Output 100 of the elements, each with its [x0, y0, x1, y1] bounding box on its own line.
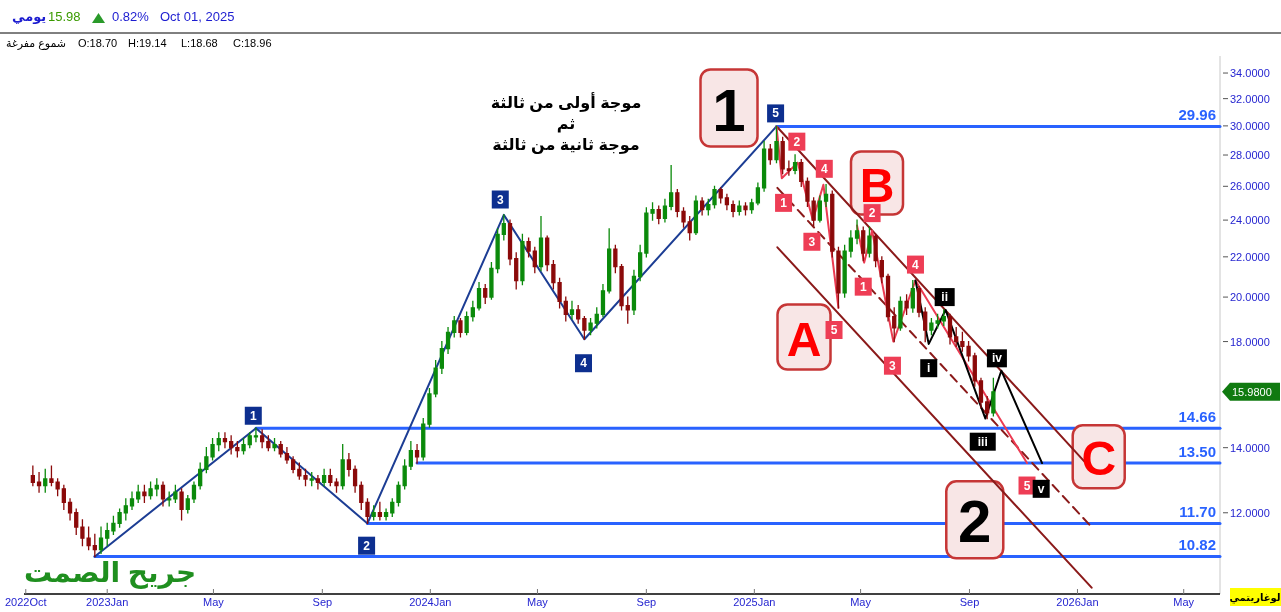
text: H:19.14	[128, 37, 167, 49]
candlestick	[445, 327, 451, 355]
candlestick	[526, 237, 531, 258]
candlestick	[408, 441, 414, 470]
candlestick	[241, 438, 246, 455]
candlestick	[836, 246, 841, 309]
candlestick	[774, 125, 779, 164]
candlestick	[452, 315, 457, 338]
candlestick	[730, 200, 736, 218]
annotation: ii	[941, 290, 949, 305]
candlestick	[755, 182, 761, 206]
candlestick	[284, 447, 290, 464]
candlestick	[98, 526, 104, 555]
text: 15.98	[48, 9, 81, 24]
candlestick	[563, 296, 568, 322]
annotation: A	[786, 312, 822, 366]
y-tick-label: 20.0000	[1230, 291, 1270, 304]
candlestick	[167, 491, 172, 507]
candlestick	[303, 468, 308, 487]
candlestick	[129, 491, 135, 510]
text: يومي	[12, 9, 47, 24]
candlestick	[371, 505, 376, 521]
candlestick	[786, 160, 792, 176]
text: 0.82%	[112, 9, 150, 24]
candlestick	[985, 395, 990, 420]
annotation: C	[1081, 432, 1117, 486]
candlestick	[978, 377, 984, 409]
y-tick-label: 12.0000	[1230, 506, 1270, 519]
candlestick	[315, 475, 321, 490]
candlestick	[136, 484, 141, 503]
y-tick-label: 18.0000	[1230, 335, 1270, 348]
candlestick	[483, 283, 488, 305]
data-label: 11.70	[1179, 503, 1216, 521]
text: L:18.68	[181, 37, 218, 49]
candlestick	[817, 195, 823, 223]
candlestick	[185, 494, 190, 514]
candlestick	[501, 214, 506, 241]
candlestick	[191, 481, 197, 503]
candlestick	[334, 478, 339, 493]
annotation: v	[1037, 481, 1045, 496]
text: C:18.96	[233, 37, 272, 49]
x-tick-label: Sep	[636, 596, 657, 608]
candlestick	[848, 230, 853, 258]
candlestick	[383, 508, 389, 521]
candlestick	[576, 304, 581, 324]
candlestick	[328, 468, 333, 487]
text: O:18.70	[78, 37, 118, 49]
candlestick	[706, 198, 711, 216]
candlestick	[427, 388, 432, 428]
annotation: 2	[958, 488, 992, 556]
candlestick	[179, 488, 184, 521]
candlestick	[309, 471, 314, 487]
candlestick	[266, 435, 271, 452]
candlestick	[625, 296, 630, 324]
candlestick	[842, 244, 847, 298]
data-label: 13.50	[1178, 443, 1216, 461]
candlestick	[160, 481, 166, 507]
annotation: 5	[772, 106, 780, 121]
y-tick-label: 26.0000	[1230, 180, 1270, 193]
candlestick	[743, 202, 748, 216]
annotation: 3	[808, 234, 816, 249]
annotation: 1	[249, 408, 257, 423]
data-label: 29.96	[1178, 106, 1216, 124]
candlestick	[898, 296, 903, 331]
x-tick-label: May	[527, 596, 549, 608]
candlestick	[947, 313, 953, 345]
candlestick	[805, 177, 810, 207]
candlestick	[638, 244, 643, 282]
y-tick-label: 34.0000	[1230, 67, 1270, 80]
text: 15.9800	[1232, 385, 1272, 398]
x-tick-label: May	[1173, 596, 1195, 608]
candlestick	[414, 444, 420, 464]
data-label: 14.66	[1178, 408, 1216, 426]
y-tick-label: 22.0000	[1230, 250, 1270, 263]
candlestick	[718, 187, 723, 204]
annotation: 4	[820, 161, 828, 176]
candlestick	[662, 198, 668, 223]
candlestick	[538, 215, 544, 272]
annotation: iii	[977, 434, 988, 449]
annotation: 1	[859, 279, 867, 294]
candlestick	[36, 471, 42, 493]
candlestick	[377, 501, 383, 521]
candlestick	[216, 432, 221, 452]
x-tick-label: May	[850, 596, 872, 608]
candlestick	[297, 462, 302, 480]
candlestick	[650, 202, 655, 221]
candlestick	[668, 165, 674, 211]
annotation: موجة أولى من ثالثة ثم موجة ثانية من ثالثة	[490, 92, 642, 154]
candlestick	[148, 481, 153, 500]
candlestick	[346, 453, 352, 477]
candlestick	[954, 327, 959, 347]
candlestick	[854, 219, 860, 245]
candlestick	[656, 205, 661, 225]
x-tick-label: Sep	[959, 596, 980, 608]
x-tick-label: Sep	[312, 596, 333, 608]
candlestick	[154, 478, 159, 497]
candlestick	[173, 484, 178, 503]
candlestick	[229, 435, 234, 455]
candlestick	[142, 484, 147, 503]
candlestick	[105, 522, 110, 547]
